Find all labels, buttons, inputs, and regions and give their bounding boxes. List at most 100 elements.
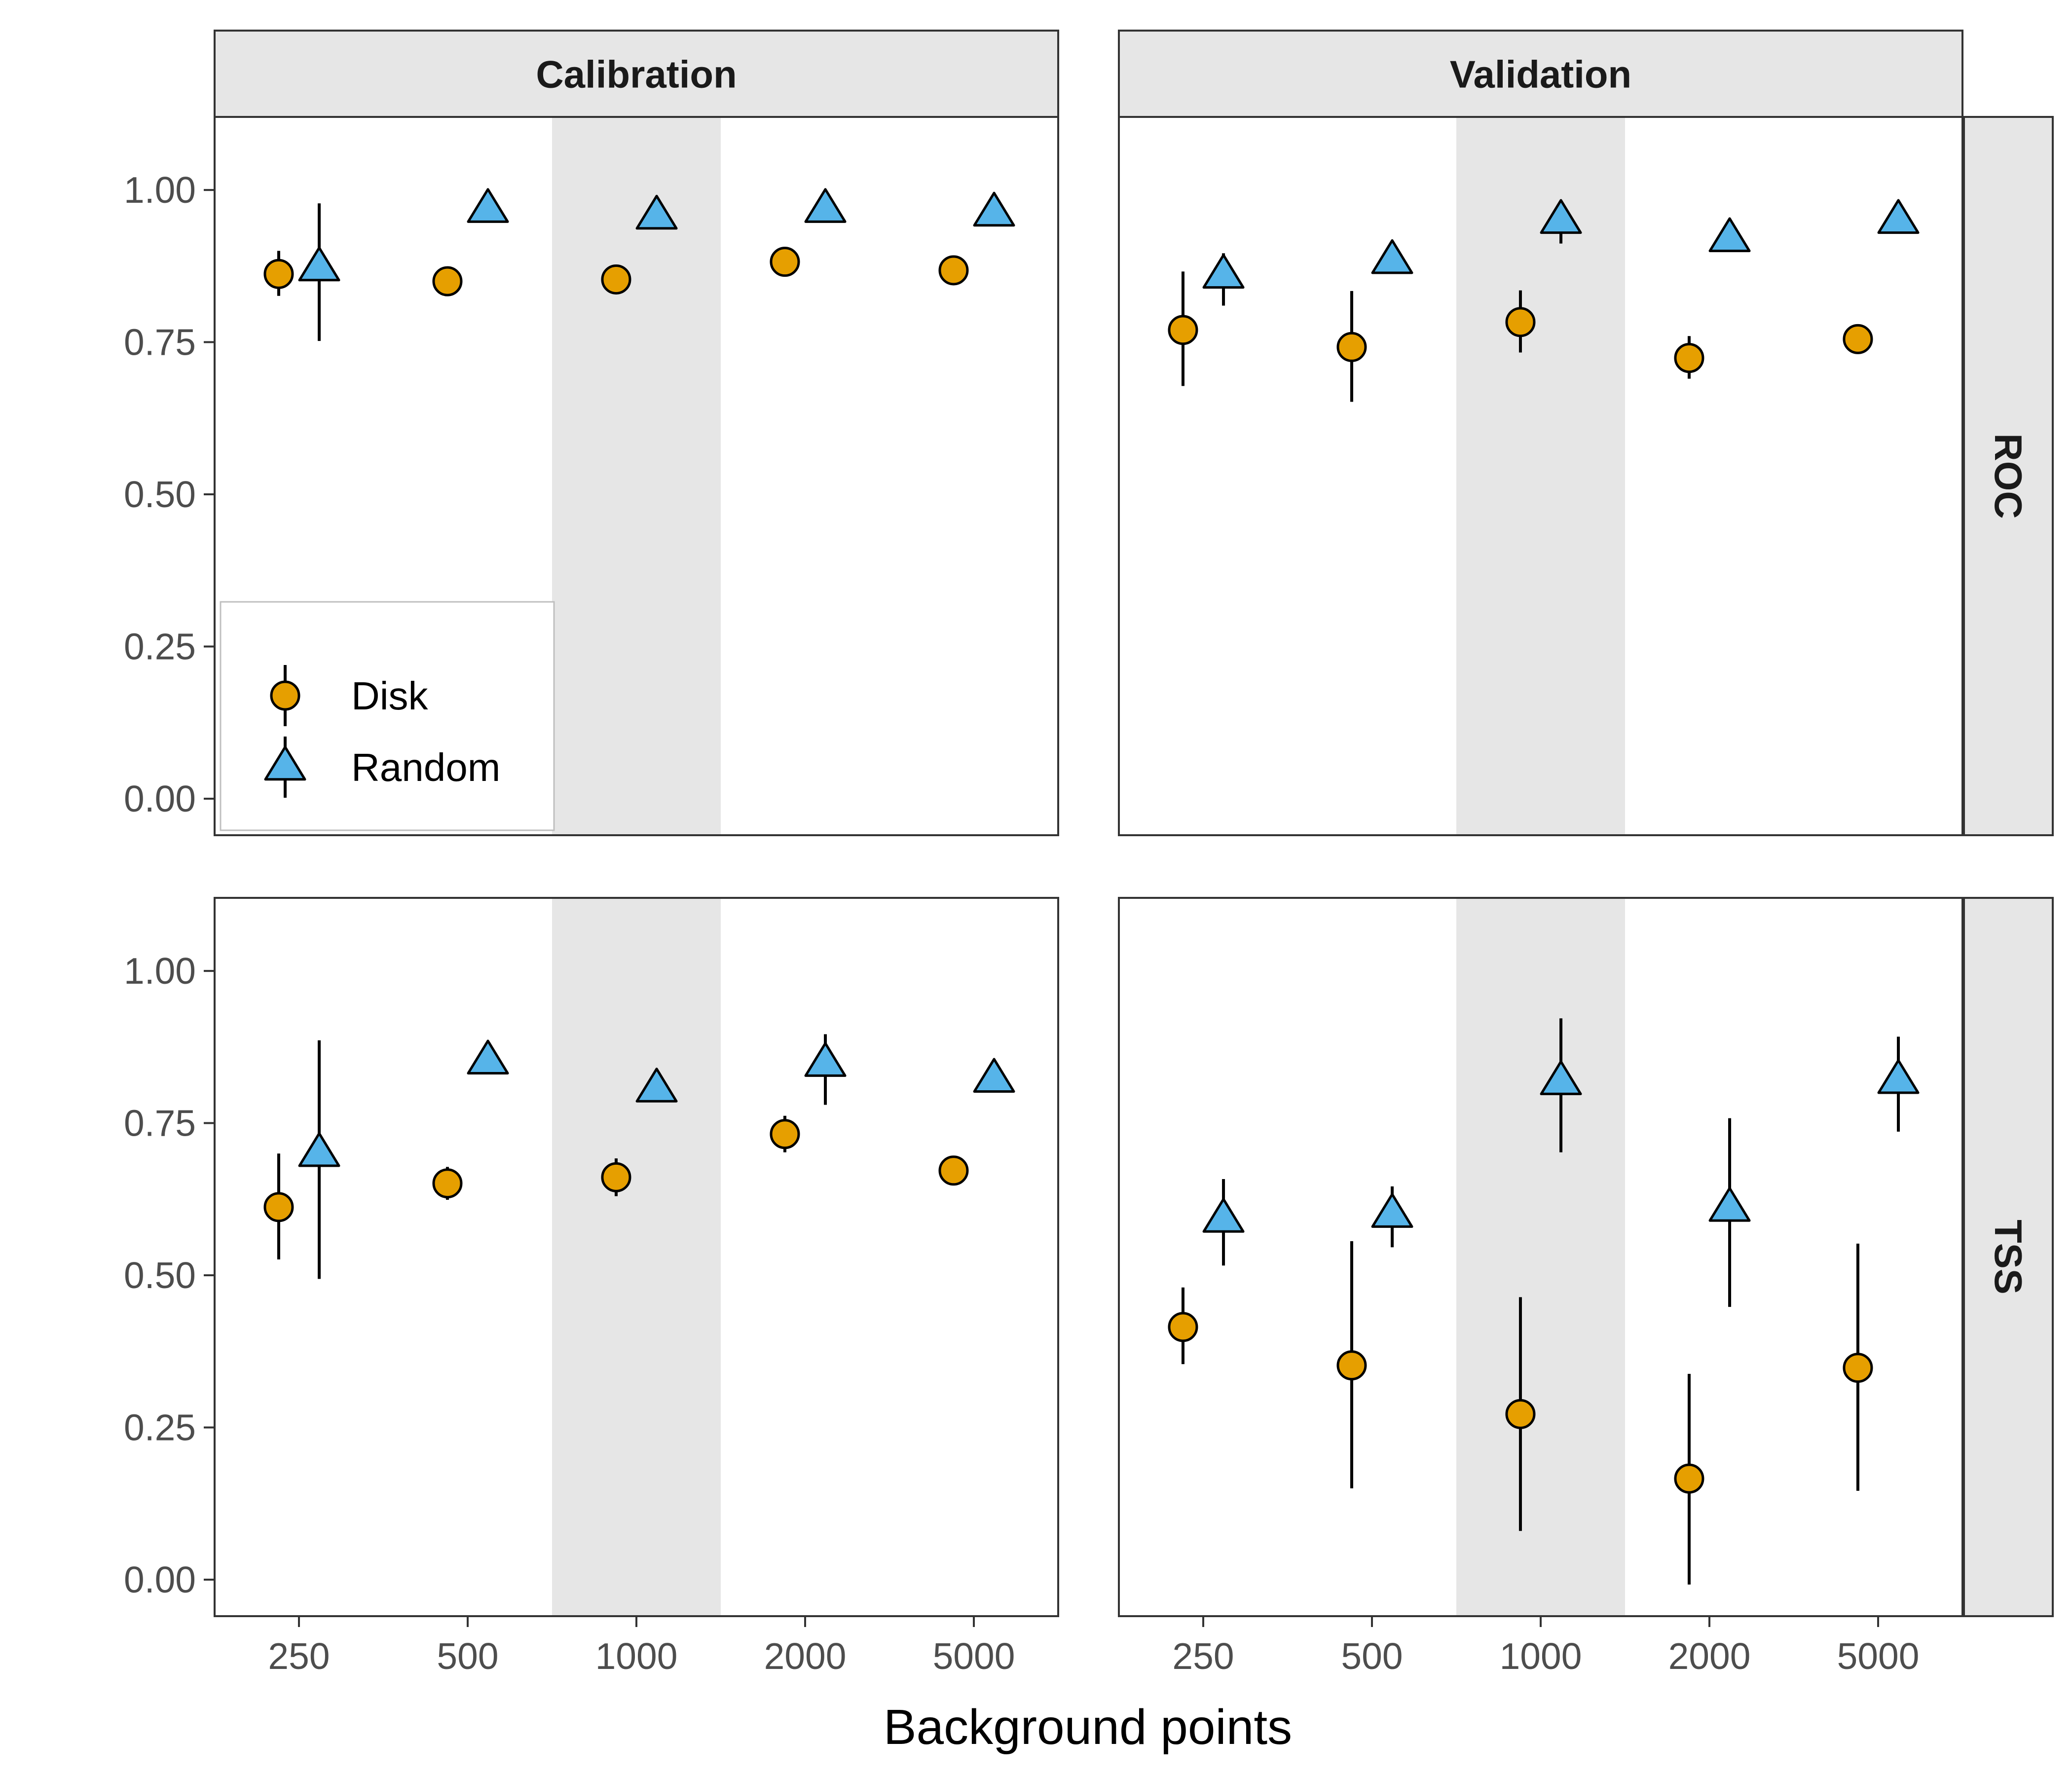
data-point [1371, 239, 1413, 274]
strip-background [1118, 30, 1963, 118]
data-point [1168, 315, 1198, 345]
x-tick-label: 5000 [1837, 1635, 1920, 1677]
data-point [1505, 1399, 1536, 1429]
panel-tss-calibration [214, 897, 1059, 1617]
data-point [1202, 254, 1245, 289]
strip-background [1963, 897, 2054, 1617]
x-axis-validation: 250 500 1000 2000 5000 [1172, 1616, 1919, 1677]
facet-strips: Calibration Validation ROC TSS [214, 30, 2054, 1617]
series-disk [1168, 1241, 1873, 1585]
data-point [1540, 1060, 1582, 1095]
x-axis-title: Background points [884, 1700, 1292, 1755]
data-point [1877, 199, 1920, 234]
series-random [1202, 1018, 1920, 1307]
data-point [1708, 1186, 1751, 1222]
y-tick-label: 0.75 [124, 1103, 196, 1144]
x-tick-label: 2000 [764, 1635, 847, 1677]
data-point [1505, 307, 1536, 337]
data-point [1843, 324, 1873, 354]
data-point [263, 259, 294, 289]
highlight-band [1456, 117, 1625, 835]
strip-tss: TSS [1963, 897, 2054, 1617]
x-axis-calibration: 250 500 1000 2000 5000 [268, 1616, 1015, 1677]
strip-label: Calibration [536, 53, 737, 96]
data-point [973, 1058, 1015, 1093]
legend-box [220, 601, 555, 831]
y-axis-tss: 0.00 0.25 0.50 0.75 1.00 [124, 950, 215, 1600]
highlight-band [552, 898, 721, 1616]
y-axis-roc: 0.00 0.25 0.50 0.75 1.00 [124, 169, 215, 819]
highlight-band [552, 117, 721, 835]
series-random [298, 188, 1015, 341]
legend-key-marker [264, 745, 306, 781]
data-point [1708, 217, 1751, 253]
data-point [1336, 332, 1367, 362]
strip-label: ROC [1987, 433, 2030, 518]
legend-key-marker [270, 680, 300, 711]
legend-entry-disk: Disk [270, 665, 429, 726]
panel-tss-validation [1118, 897, 1963, 1617]
data-point [1202, 1198, 1245, 1233]
data-point [601, 1162, 631, 1192]
x-tick-label: 500 [437, 1635, 498, 1677]
data-point [1674, 1463, 1704, 1494]
data-point [635, 194, 678, 230]
data-point [1843, 1353, 1873, 1383]
data-point [770, 1119, 800, 1149]
panel-roc-validation [1118, 116, 1963, 836]
x-tick-label: 1000 [595, 1635, 678, 1677]
y-tick-label: 0.25 [124, 1406, 196, 1448]
data-point [1336, 1350, 1367, 1381]
data-point [973, 191, 1015, 227]
strip-background [1963, 116, 2054, 836]
x-tick-label: 250 [268, 1635, 330, 1677]
y-tick-label: 0.00 [124, 1559, 196, 1600]
data-point [938, 255, 969, 286]
legend-label: Random [351, 745, 500, 789]
strip-roc: ROC [1963, 116, 2054, 836]
series-disk [1168, 271, 1873, 402]
y-tick-label: 0.75 [124, 322, 196, 363]
x-tick-label: 5000 [933, 1635, 1015, 1677]
y-tick-label: 0.00 [124, 778, 196, 819]
data-point [467, 1039, 509, 1074]
data-point [804, 1042, 847, 1077]
highlight-band [1456, 898, 1625, 1616]
series-disk [263, 247, 969, 296]
data-point [432, 1168, 463, 1199]
data-point [938, 1155, 969, 1186]
x-tick-label: 2000 [1668, 1635, 1751, 1677]
y-tick-label: 1.00 [124, 169, 196, 211]
legend-entry-random: Random [264, 737, 500, 798]
strip-calibration: Calibration [214, 30, 1059, 118]
series-disk [263, 1115, 969, 1259]
data-point [1168, 1312, 1198, 1342]
data-point [467, 188, 509, 223]
strip-label: TSS [1987, 1220, 2030, 1295]
data-point [1371, 1193, 1413, 1228]
data-point [298, 1132, 340, 1167]
strip-validation: Validation [1118, 30, 1963, 118]
data-point [1540, 199, 1582, 234]
x-tick-label: 500 [1341, 1635, 1403, 1677]
data-point [1674, 343, 1704, 373]
legend: Disk Random [220, 601, 555, 831]
y-tick-label: 0.50 [124, 474, 196, 515]
y-tick-label: 1.00 [124, 950, 196, 992]
data-point [804, 188, 847, 223]
x-tick-label: 250 [1172, 1635, 1234, 1677]
data-point [770, 247, 800, 277]
data-point [601, 264, 631, 295]
y-tick-label: 0.50 [124, 1255, 196, 1296]
strip-background [214, 30, 1059, 118]
series-random [1202, 199, 1920, 306]
panels [214, 116, 1963, 1617]
strip-label: Validation [1450, 53, 1631, 96]
data-point [298, 246, 340, 282]
x-tick-label: 1000 [1500, 1635, 1582, 1677]
series-random [298, 1034, 1015, 1279]
data-point [635, 1068, 678, 1103]
legend-label: Disk [351, 674, 429, 718]
axes: 0.00 0.25 0.50 0.75 1.00 0.00 0.25 0.50 0.75 1.00… [124, 169, 1919, 1677]
